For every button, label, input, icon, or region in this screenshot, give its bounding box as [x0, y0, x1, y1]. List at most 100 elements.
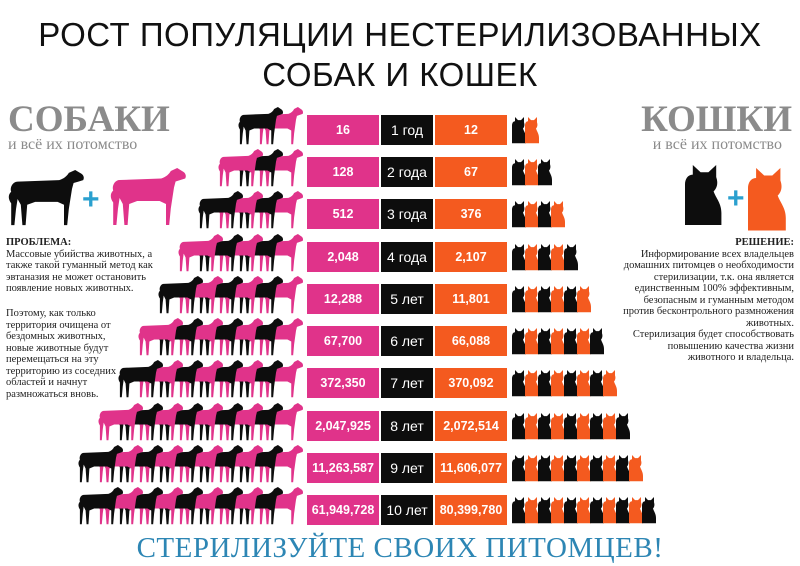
page-title-line-2: СОБАК И КОШЕК: [262, 56, 538, 93]
cat-icon: [603, 370, 617, 397]
cat-icon: [590, 497, 604, 524]
dogs-plus-icon: +: [82, 183, 100, 216]
cat-icon: [590, 328, 604, 355]
cats-subheading: и всё их потомство: [652, 136, 782, 153]
cat-icon: [564, 370, 578, 397]
problem-label: ПРОБЛЕМА:: [6, 237, 72, 248]
cat-icon: [577, 413, 591, 440]
cat-icon: [577, 286, 591, 313]
cat-icon: [603, 497, 617, 524]
cat-icon: [512, 497, 526, 524]
cat-icon: [525, 117, 539, 144]
cat-icon: [512, 455, 526, 482]
dog-count-cell: 12,288: [307, 284, 379, 314]
cat-icon: [551, 370, 565, 397]
cat-icon: [590, 413, 604, 440]
cat-count-cell: 80,399,780: [435, 495, 507, 525]
cat-icon: [512, 413, 526, 440]
solution-text: Информирование всех владельцев домашних …: [623, 248, 794, 329]
cat-icon: [577, 455, 591, 482]
problem-text: Массовые убийства животных, а также тако…: [6, 248, 153, 295]
footer-slogan: СТЕРИЛИЗУЙТЕ СВОИХ ПИТОМЦЕВ!: [136, 532, 664, 564]
dog-count-cell: 67,700: [307, 326, 379, 356]
cat-icon: [551, 201, 565, 228]
cat-icon: [525, 413, 539, 440]
cat-icon: [551, 328, 565, 355]
cat-icon: [512, 159, 526, 186]
cat-icon: [603, 455, 617, 482]
cat-icon: [629, 497, 643, 524]
big-cat-black-icon: [685, 165, 722, 225]
cat-icon: [590, 455, 604, 482]
cat-count-cell: 376: [435, 199, 507, 229]
cat-count-cell: 12: [435, 115, 507, 145]
dog-count-cell: 372,350: [307, 368, 379, 398]
cat-icon: [551, 413, 565, 440]
cat-icon: [525, 159, 539, 186]
dog-count-cell: 2,047,925: [307, 411, 379, 441]
cats-heading: КОШКИ: [641, 99, 792, 140]
cat-icon: [564, 328, 578, 355]
cat-icon: [577, 370, 591, 397]
cat-icon: [564, 413, 578, 440]
cat-icon: [603, 413, 617, 440]
dog-count-cell: 2,048: [307, 242, 379, 272]
cat-icon: [538, 244, 552, 271]
big-cat-orange-icon: [748, 168, 786, 231]
cat-count-cell: 66,088: [435, 326, 507, 356]
year-label-cell: 7 лет: [381, 368, 433, 398]
dog-count-cell: 512: [307, 199, 379, 229]
cat-icon: [616, 497, 630, 524]
dogs-subheading: и всё их потомство: [8, 136, 138, 153]
cat-icon: [564, 286, 578, 313]
cat-icon: [538, 159, 552, 186]
cat-icon: [525, 201, 539, 228]
cat-icon: [512, 370, 526, 397]
cat-icon: [512, 117, 526, 144]
year-label-cell: 8 лет: [381, 411, 433, 441]
cat-icon: [538, 201, 552, 228]
dogs-heading: СОБАКИ: [8, 99, 170, 140]
problem-text-2: Поэтому, как только территория очищена о…: [6, 308, 117, 400]
cat-count-cell: 11,801: [435, 284, 507, 314]
cat-icon: [564, 497, 578, 524]
year-label-cell: 4 года: [381, 242, 433, 272]
cat-icon: [564, 244, 578, 271]
cat-icon: [512, 328, 526, 355]
cat-icon: [538, 455, 552, 482]
dog-count-cell: 11,263,587: [307, 453, 379, 483]
cat-count-cell: 2,107: [435, 242, 507, 272]
cat-icon: [538, 413, 552, 440]
dog-count-cell: 128: [307, 157, 379, 187]
cat-icon: [512, 244, 526, 271]
cat-icon: [525, 370, 539, 397]
cat-icon: [551, 244, 565, 271]
cat-count-cell: 67: [435, 157, 507, 187]
solution-label: РЕШЕНИЕ:: [735, 237, 794, 248]
cat-icon: [525, 286, 539, 313]
cat-icon: [525, 455, 539, 482]
cat-icon: [616, 413, 630, 440]
year-label-cell: 1 год: [381, 115, 433, 145]
cat-icon: [551, 455, 565, 482]
cat-count-cell: 2,072,514: [435, 411, 507, 441]
cat-icon: [538, 370, 552, 397]
year-label-cell: 10 лет: [381, 495, 433, 525]
year-label-cell: 9 лет: [381, 453, 433, 483]
cats-plus-icon: +: [727, 182, 745, 215]
cat-icon: [642, 497, 656, 524]
big-dog-black-icon: [8, 170, 84, 226]
cat-icon: [525, 244, 539, 271]
problem-block: ПРОБЛЕМА: Массовые убийства животных, а …: [6, 237, 158, 295]
cat-icon: [512, 201, 526, 228]
dog-count-cell: 61,949,728: [307, 495, 379, 525]
big-dog-pink-icon: [110, 168, 186, 225]
year-label-cell: 5 лет: [381, 284, 433, 314]
year-label-cell: 2 года: [381, 157, 433, 187]
cat-icon: [525, 497, 539, 524]
cat-count-cell: 11,606,077: [435, 453, 507, 483]
cat-icon: [525, 328, 539, 355]
cat-icon: [538, 328, 552, 355]
cat-icon: [590, 370, 604, 397]
cat-icon: [577, 497, 591, 524]
